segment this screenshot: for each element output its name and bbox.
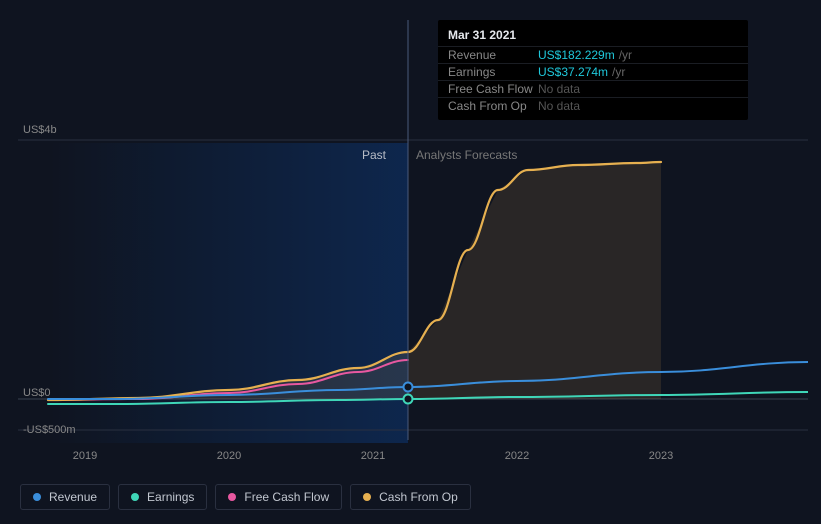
tooltip-row-label: Free Cash Flow [448,82,538,96]
tooltip-row: Cash From OpNo data [438,97,748,114]
legend-label: Cash From Op [379,490,458,504]
tooltip-row-value: No data [538,82,580,96]
tooltip-row: RevenueUS$182.229m/yr [438,46,748,63]
legend-dot [33,493,41,501]
y-axis-label-zero: US$0 [23,387,51,399]
legend-label: Free Cash Flow [244,490,329,504]
tooltip-row-unit: /yr [612,65,625,79]
x-axis-year: 2023 [649,450,673,462]
tooltip-row-unit: /yr [619,48,632,62]
legend-item-fcf[interactable]: Free Cash Flow [215,484,342,510]
legend-dot [228,493,236,501]
legend-dot [363,493,371,501]
legend-item-cfo[interactable]: Cash From Op [350,484,471,510]
y-axis-label-max: US$4b [23,124,57,136]
legend-item-earnings[interactable]: Earnings [118,484,207,510]
tooltip-row-value: US$37.274m [538,65,608,79]
section-label-past: Past [362,148,386,162]
legend-label: Earnings [147,490,194,504]
financial-forecast-chart: US$4b US$0 -US$500m Past Analysts Foreca… [18,10,808,470]
data-tooltip: Mar 31 2021 RevenueUS$182.229m/yrEarning… [438,20,748,120]
tooltip-row: Free Cash FlowNo data [438,80,748,97]
legend-item-revenue[interactable]: Revenue [20,484,110,510]
tooltip-row: EarningsUS$37.274m/yr [438,63,748,80]
tooltip-date: Mar 31 2021 [438,26,748,46]
section-label-forecast: Analysts Forecasts [416,148,517,162]
tooltip-row-label: Earnings [448,65,538,79]
x-axis-year: 2022 [505,450,529,462]
x-axis-year: 2020 [217,450,241,462]
x-axis-year: 2019 [73,450,97,462]
legend-label: Revenue [49,490,97,504]
y-axis-label-min: -US$500m [23,424,76,436]
chart-legend: Revenue Earnings Free Cash Flow Cash From O… [20,484,471,510]
x-axis-year: 2021 [361,450,385,462]
tooltip-row-value: No data [538,99,580,113]
legend-dot [131,493,139,501]
tooltip-row-label: Cash From Op [448,99,538,113]
tooltip-row-value: US$182.229m [538,48,615,62]
tooltip-row-label: Revenue [448,48,538,62]
